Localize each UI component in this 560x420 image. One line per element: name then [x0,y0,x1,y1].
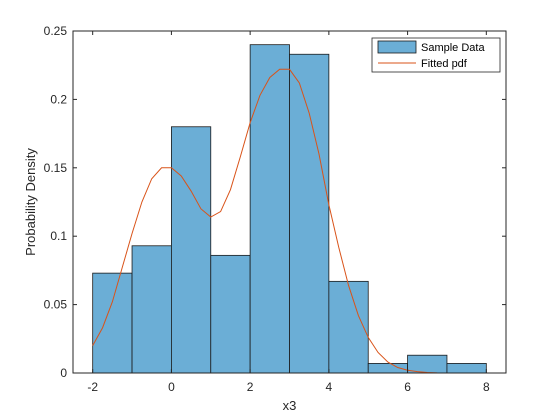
legend-swatch-sample-data [377,40,417,54]
y-tick-label: 0.15 [44,161,68,175]
y-tick-label: 0.2 [50,92,67,106]
y-tick-label: 0.25 [44,24,68,38]
bars-layer [92,44,487,374]
fitted-pdf-layer [92,68,447,374]
histogram-bar [171,126,212,374]
x-axis-label: x3 [283,398,297,413]
histogram-bar [446,363,487,374]
histogram-bar [249,44,290,374]
legend-label-sample-data: Sample Data [421,42,485,54]
fitted-pdf-line [92,68,447,374]
x-tick-label: 0 [168,380,175,394]
y-tick-label: 0 [60,366,67,380]
histogram-bar [328,280,369,374]
x-tick-label: 2 [247,380,254,394]
x-tick-label: 4 [326,380,333,394]
axes-box [72,30,507,374]
histogram-bar [92,272,133,374]
y-tick-label: 0.05 [44,298,68,312]
x-tick-label: -2 [87,380,98,394]
ticks-layer: -2 0 2 4 6 8 0 0.05 0.1 0.15 0.2 0.25 [44,24,506,394]
legend: Sample Data Fitted pdf [371,37,501,73]
histogram-bar [210,254,251,374]
legend-label-fitted-pdf: Fitted pdf [421,58,468,70]
x-tick-label: 8 [483,380,490,394]
x-tick-label: 6 [404,380,411,394]
histogram-bar [289,53,330,374]
y-axis-label: Probability Density [23,148,38,256]
histogram-bar [131,245,172,374]
histogram-bar [407,354,448,374]
y-tick-label: 0.1 [50,229,67,243]
